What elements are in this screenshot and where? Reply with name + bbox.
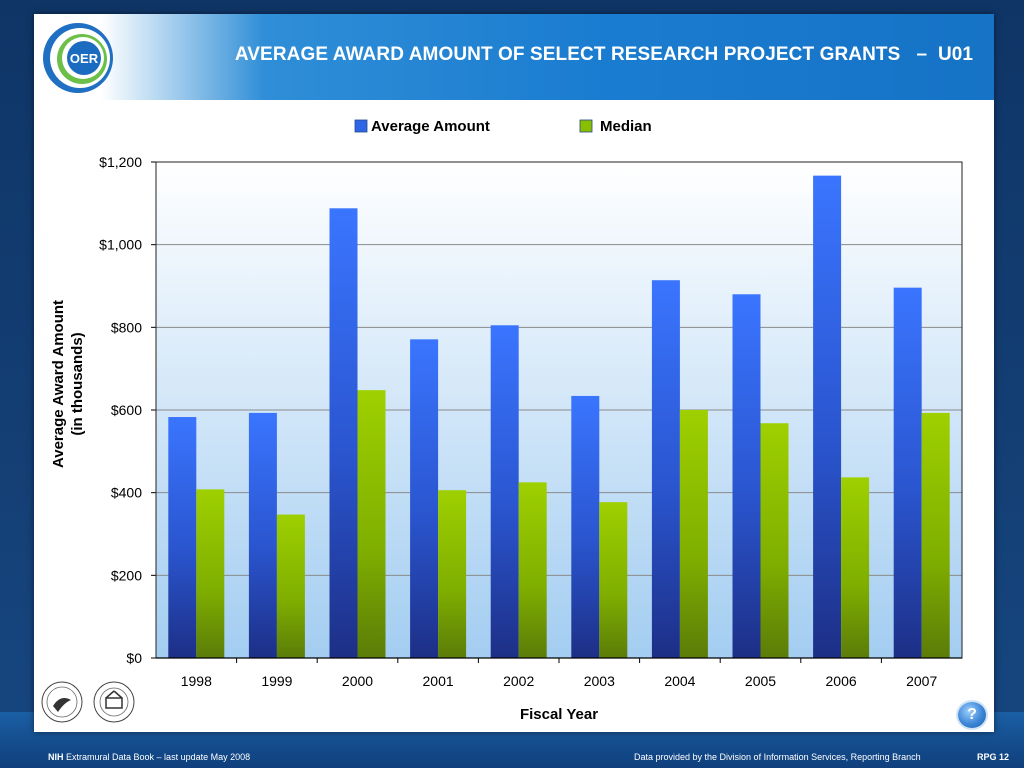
bar-average-amount (410, 339, 439, 658)
bar-median (760, 423, 789, 658)
oer-logo-icon: OER (43, 23, 113, 93)
page-number: RPG 12 (977, 752, 1010, 762)
y-tick-label: $400 (111, 485, 142, 501)
x-axis-label: Fiscal Year (520, 706, 598, 723)
bar-median (276, 514, 305, 658)
legend-label-median: Median (600, 118, 652, 135)
x-tick-label: 1998 (181, 673, 212, 689)
agency-seals (41, 681, 135, 723)
x-tick-label: 2005 (745, 673, 776, 689)
bar-median (357, 390, 386, 658)
bar-median (438, 490, 467, 658)
footer-credit: Data provided by the Division of Informa… (634, 752, 921, 762)
bar-average-amount (813, 175, 842, 658)
legend-label-average-amount: Average Amount (371, 118, 490, 135)
bar-median (841, 477, 870, 658)
legend-swatch-median (579, 119, 593, 133)
x-tick-label: 2006 (826, 673, 857, 689)
bar-average-amount (893, 287, 922, 658)
footer-left-text: Extramural Data Book – last update May 2… (66, 752, 251, 762)
bar-average-amount (168, 417, 197, 658)
y-tick-label: $600 (111, 402, 142, 418)
x-tick-label: 2001 (423, 673, 454, 689)
x-tick-label: 2000 (342, 673, 373, 689)
x-tick-label: 2003 (584, 673, 615, 689)
bar-average-amount (248, 412, 277, 658)
footer-source: NIH Extramural Data Book – last update M… (48, 752, 250, 762)
y-tick-label: $1,000 (99, 237, 142, 253)
y-tick-label: $200 (111, 567, 142, 583)
legend-swatch-average-amount (354, 119, 368, 133)
x-tick-label: 2002 (503, 673, 534, 689)
bar-median (196, 489, 225, 658)
question-icon: ? (967, 706, 977, 723)
y-tick-label: $0 (126, 650, 142, 666)
bar-average-amount (651, 280, 680, 658)
bar-median (679, 410, 708, 658)
chart-title: AVERAGE AWARD AMOUNT OF SELECT RESEARCH … (234, 44, 974, 65)
slide-header: OER AVERAGE AWARD AMOUNT OF SELECT RESEA… (34, 14, 994, 100)
bar-average-amount (571, 395, 600, 658)
y-axis-label-units: (in thousands) (69, 332, 86, 435)
bar-average-amount (490, 325, 519, 658)
y-tick-label: $1,200 (99, 154, 142, 170)
x-tick-label: 2007 (906, 673, 937, 689)
hhs-seal-icon (41, 681, 83, 723)
nih-seal-icon (93, 681, 135, 723)
x-tick-label: 1999 (261, 673, 292, 689)
svg-text:OER: OER (70, 51, 99, 66)
help-button[interactable]: ? (958, 702, 986, 728)
y-axis-label: Average Award Amount (50, 300, 67, 468)
bar-median (599, 502, 628, 658)
x-tick-label: 2004 (664, 673, 695, 689)
footer-nih: NIH (48, 752, 64, 762)
bar-average-amount (732, 294, 761, 658)
bar-average-amount (329, 208, 358, 658)
y-tick-label: $800 (111, 319, 142, 335)
bar-median (921, 412, 950, 658)
bar-chart: $0 $200 $400 $600 $800 $1,000 $1,200 1998 1999 20… (50, 118, 963, 723)
bar-median (518, 482, 547, 658)
